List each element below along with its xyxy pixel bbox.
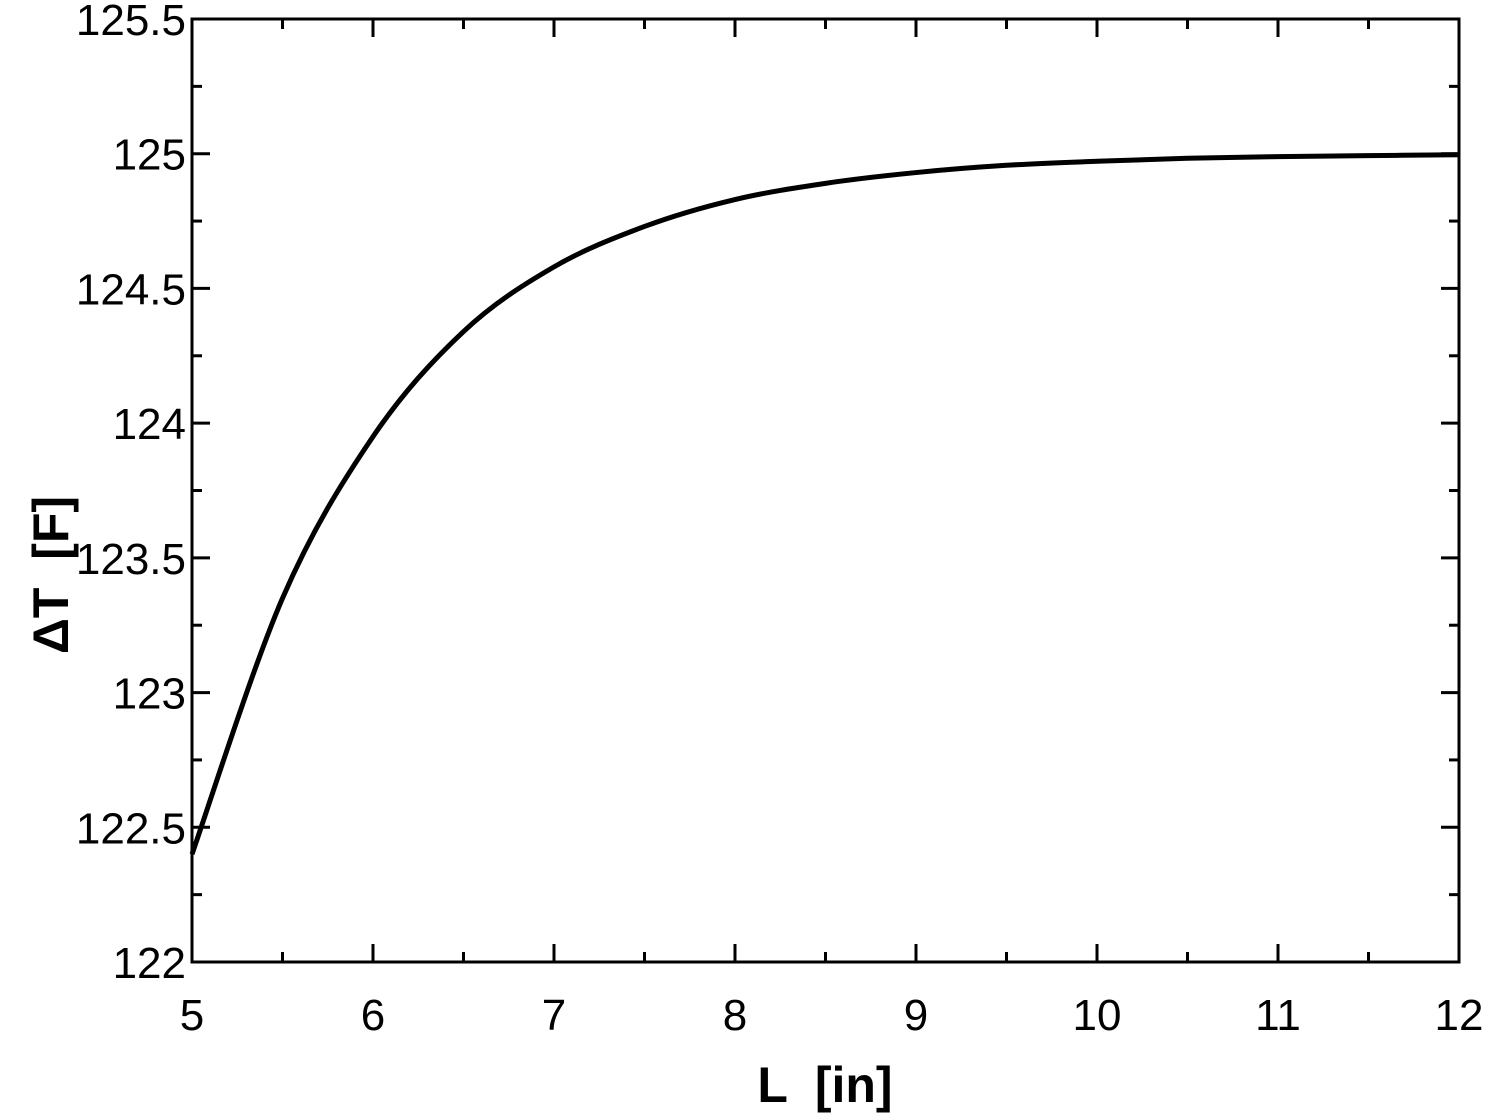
x-tick-label: 7 [542,991,566,1040]
plot-frame [190,17,1461,964]
x-tick-label: 9 [904,991,928,1040]
x-tick-label: 6 [361,991,385,1040]
y-tick-label: 122 [113,939,186,988]
y-axis-label: ΔT [F] [23,496,79,654]
y-tick-label: 125 [113,131,186,180]
y-tick-label: 124.5 [76,265,186,314]
y-tick-label: 123.5 [76,535,186,584]
x-tick-label: 10 [1073,991,1122,1040]
y-tick-label: 122.5 [76,804,186,853]
y-tick-label: 124 [113,400,186,449]
y-tick-label: 125.5 [76,0,186,45]
y-tick-label: 123 [113,670,186,719]
x-tick-label: 11 [1255,991,1301,1040]
x-tick-label: 5 [180,991,204,1040]
x-tick-label: 8 [723,991,747,1040]
x-axis-label: L [in] [757,1057,892,1113]
data-line [189,152,1460,856]
x-tick-label: 12 [1435,991,1484,1040]
axis-ticks [190,17,1461,964]
y-tick-labels: 122 122.5 123 123.5 124 124.5 125 125.5 [76,0,186,988]
x-tick-labels: 5 6 7 8 9 10 11 12 [180,991,1484,1040]
